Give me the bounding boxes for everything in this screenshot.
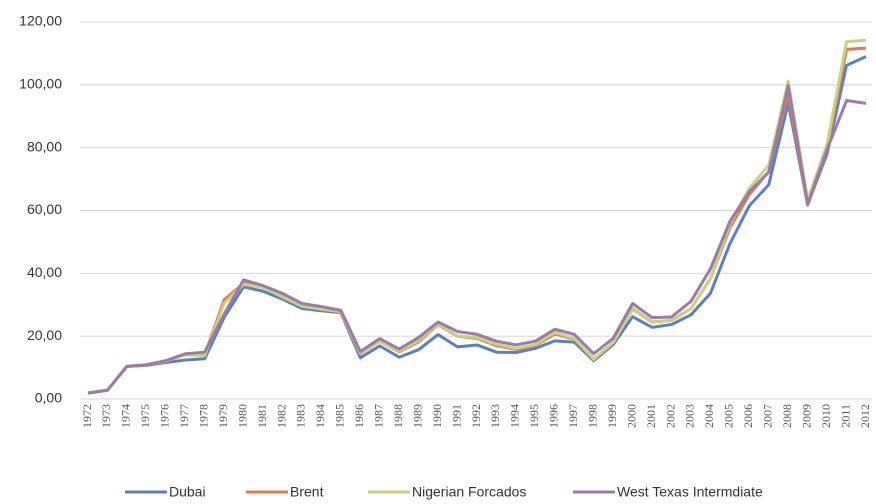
x-tick-label: 1977 xyxy=(177,404,191,428)
x-tick-label: 1998 xyxy=(585,404,599,428)
x-tick-label: 2009 xyxy=(799,404,813,428)
y-tick-label: 80,00 xyxy=(27,138,62,154)
y-tick-label: 0,00 xyxy=(35,390,62,406)
x-tick-label: 1981 xyxy=(255,404,269,428)
x-tick-label: 1994 xyxy=(508,404,522,428)
series-line xyxy=(87,55,867,395)
x-tick-label: 1974 xyxy=(119,404,133,428)
legend-label: Dubai xyxy=(169,484,206,500)
x-tick-label: 1978 xyxy=(196,404,210,428)
x-tick-label: 1972 xyxy=(80,404,94,428)
x-tick-label: 1980 xyxy=(235,404,249,428)
x-tick-label: 1989 xyxy=(410,404,424,428)
legend-label: Nigerian Forcados xyxy=(412,484,526,500)
x-tick-label: 1982 xyxy=(274,404,288,428)
x-tick-label: 2010 xyxy=(819,404,833,428)
x-tick-label: 1973 xyxy=(99,404,113,428)
x-tick-label: 1999 xyxy=(605,404,619,428)
x-tick-label: 2001 xyxy=(644,404,658,428)
x-tick-label: 2000 xyxy=(624,404,638,428)
x-tick-label: 1993 xyxy=(488,404,502,428)
x-tick-label: 2003 xyxy=(683,404,697,428)
series-line xyxy=(87,38,867,395)
x-tick-label: 1997 xyxy=(566,404,580,428)
legend-label: West Texas Intermdiate xyxy=(617,484,763,500)
x-tick-label: 1986 xyxy=(352,404,366,428)
x-tick-label: 1984 xyxy=(313,404,327,428)
x-tick-label: 1985 xyxy=(333,404,347,428)
x-tick-label: 1992 xyxy=(469,404,483,428)
x-tick-label: 1975 xyxy=(138,404,152,428)
x-tick-label: 2007 xyxy=(761,404,775,428)
series-line xyxy=(87,46,867,395)
x-tick-label: 1987 xyxy=(372,404,386,428)
x-tick-label: 1988 xyxy=(391,404,405,428)
x-tick-label: 1976 xyxy=(158,404,172,428)
y-tick-label: 120,00 xyxy=(19,13,62,29)
x-tick-label: 2006 xyxy=(741,404,755,428)
legend-label: Brent xyxy=(290,484,324,500)
x-tick-label: 2004 xyxy=(702,404,716,428)
x-tick-label: 1990 xyxy=(430,404,444,428)
x-tick-label: 2011 xyxy=(838,404,852,428)
x-tick-label: 1991 xyxy=(449,404,463,428)
y-tick-label: 20,00 xyxy=(27,327,62,343)
x-tick-label: 2005 xyxy=(722,404,736,428)
x-tick-label: 2012 xyxy=(858,404,872,428)
x-tick-label: 1995 xyxy=(527,404,541,428)
x-tick-label: 1979 xyxy=(216,404,230,428)
y-tick-label: 100,00 xyxy=(19,76,62,92)
x-tick-label: 1983 xyxy=(294,404,308,428)
y-tick-label: 40,00 xyxy=(27,264,62,280)
series-line xyxy=(87,84,867,395)
x-tick-label: 1996 xyxy=(547,404,561,428)
x-tick-label: 2008 xyxy=(780,404,794,428)
x-tick-label: 2002 xyxy=(663,404,677,428)
y-tick-label: 60,00 xyxy=(27,201,62,217)
